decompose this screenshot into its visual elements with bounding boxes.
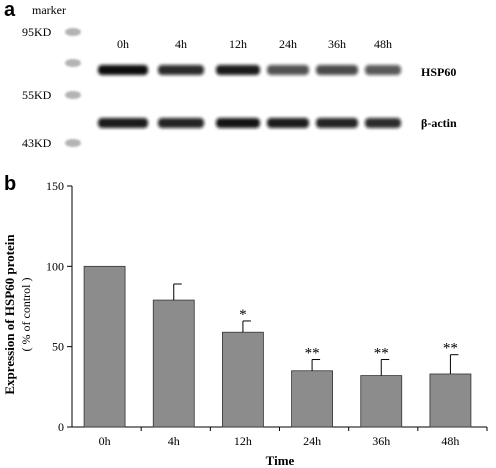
marker-band [65,139,81,147]
blot-band-hsp60-0h [98,65,148,75]
marker-label-43kd: 43KD [22,136,52,150]
significance-24h: ** [305,346,320,362]
x-tick-label-36h: 36h [372,434,390,448]
blot-band-beta-actin-12h [216,118,260,128]
significance-36h: ** [374,346,389,362]
x-tick-label-4h: 4h [168,434,180,448]
blot-band-beta-actin-4h [158,118,204,128]
y-axis-sublabel: ( % of control ) [19,278,33,352]
x-tick-label-0h: 0h [99,434,111,448]
blot-band-beta-actin-36h [316,118,358,128]
x-axis-label: Time [266,453,295,468]
y-tick-label: 150 [46,179,64,193]
lane-label-36h: 36h [328,37,346,51]
x-tick-label-24h: 24h [303,434,321,448]
marker-label-55kd: 55KD [22,88,52,102]
blot-band-hsp60-12h [216,65,260,75]
bar-24h [291,370,333,428]
blot-band-hsp60-48h [365,65,401,75]
bar-12h [222,331,264,428]
lane-label-24h: 24h [279,37,297,51]
bar-48h [429,373,472,428]
panel-b-letter: b [4,173,17,195]
lane-label-48h: 48h [374,37,392,51]
bar-chart: 0 50 100 150 0h 4h * 12h ** 24h ** 36h ** 48h Time Expr… [2,179,488,468]
bar-36h [360,375,403,428]
bar-0h [83,265,126,428]
marker-band [65,59,81,67]
blot-band-hsp60-36h [316,65,358,75]
y-tick-label: 50 [52,340,64,354]
lane-label-4h: 4h [175,37,187,51]
western-blot-panel: marker 95KD 55KD 43KD 0h 4h 12h 24h 36h … [0,0,496,170]
y-tick-label: 0 [58,420,64,434]
marker-band [65,91,81,99]
blot-band-beta-actin-0h [98,118,148,128]
y-tick-label: 100 [46,259,64,273]
x-tick-label-48h: 48h [441,434,459,448]
x-tick-label-12h: 12h [234,434,252,448]
y-axis-label: Expression of HSP60 protein [2,234,17,395]
marker-label-95kd: 95KD [22,25,52,39]
bar-4h [152,299,195,428]
blot-band-beta-actin-48h [365,118,401,128]
lane-label-0h: 0h [117,37,129,51]
western-blot-image [65,28,401,147]
band-label-beta-actin: β-actin [421,116,457,130]
band-label-hsp60: HSP60 [421,65,457,79]
lane-label-12h: 12h [229,37,247,51]
marker-band [65,28,81,36]
panel-a-letter: a [4,0,16,21]
blot-band-beta-actin-24h [267,118,309,128]
marker-title: marker [32,3,66,17]
significance-48h: ** [443,341,458,357]
blot-band-hsp60-4h [158,65,204,75]
significance-12h: * [239,307,247,323]
blot-band-hsp60-24h [267,65,309,75]
